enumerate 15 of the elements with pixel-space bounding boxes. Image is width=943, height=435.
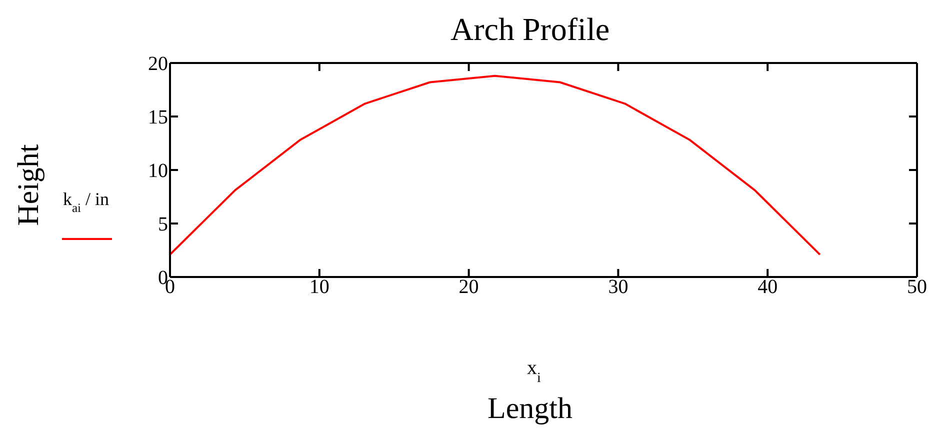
chart-title: Arch Profile xyxy=(450,11,610,47)
y-tick-label: 10 xyxy=(148,160,168,182)
text: k$_{a}$$_{i}$ / in xyxy=(62,189,110,215)
x-tick-label: 10 xyxy=(309,276,330,298)
y-tick-label: 20 xyxy=(148,53,168,76)
y-tick-label: 5 xyxy=(158,214,168,236)
y-axis-title: Height xyxy=(12,144,45,226)
text: x$_{i}$ xyxy=(527,357,542,386)
x-tick-label: 50 xyxy=(907,276,927,298)
line-series xyxy=(170,74,821,256)
x-tick-label: 40 xyxy=(758,276,778,298)
x-tick-label: 20 xyxy=(458,276,479,298)
x-axis-title: Length xyxy=(488,392,572,425)
y-tick-label: 15 xyxy=(148,106,168,129)
x-tick-label: 30 xyxy=(608,276,628,298)
